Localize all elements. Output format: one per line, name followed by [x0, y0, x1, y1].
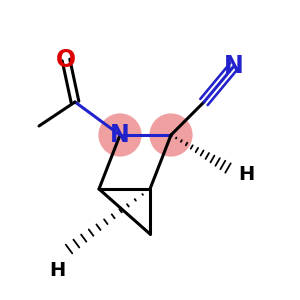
Circle shape [98, 113, 142, 157]
Text: H: H [49, 260, 65, 280]
Text: H: H [238, 164, 254, 184]
Text: N: N [110, 123, 130, 147]
Circle shape [149, 113, 193, 157]
Text: O: O [56, 48, 76, 72]
Text: N: N [224, 54, 244, 78]
